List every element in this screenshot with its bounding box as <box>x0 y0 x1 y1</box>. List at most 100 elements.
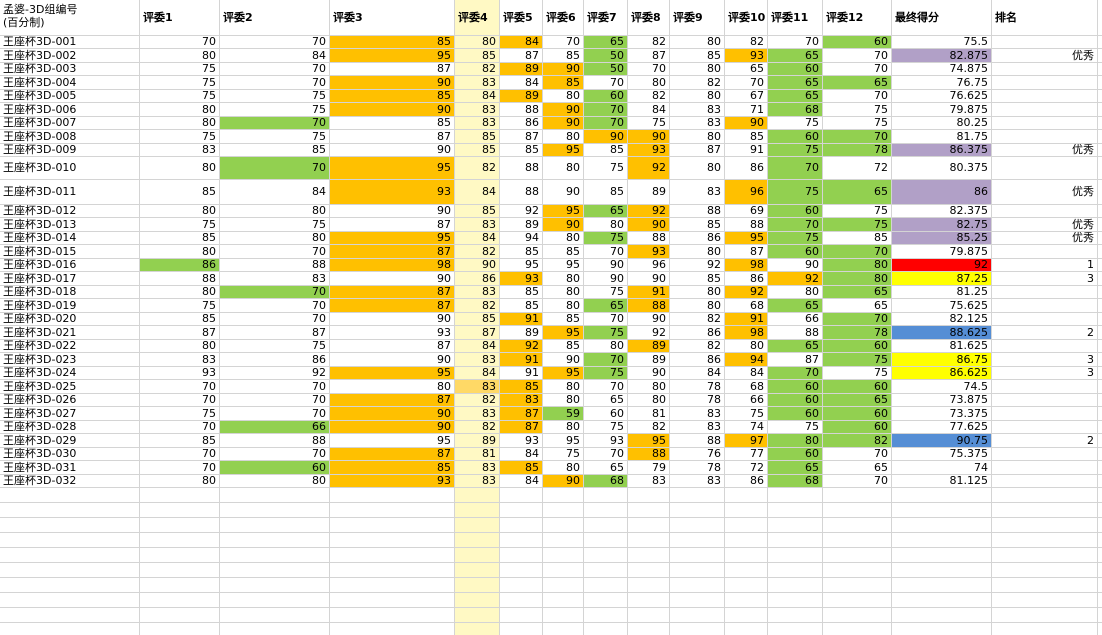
score-cell[interactable]: 70 <box>140 461 220 475</box>
empty-cell[interactable] <box>768 593 823 608</box>
score-cell[interactable]: 84 <box>220 49 330 63</box>
score-cell[interactable]: 87 <box>220 326 330 340</box>
score-cell[interactable]: 85 <box>670 272 725 286</box>
score-cell[interactable]: 86 <box>140 259 220 272</box>
empty-cell[interactable] <box>768 518 823 533</box>
empty-cell[interactable] <box>628 578 670 593</box>
score-cell[interactable]: 60 <box>823 407 892 421</box>
score-cell[interactable]: 80 <box>628 76 670 90</box>
final-score-cell[interactable]: 73.375 <box>892 407 992 421</box>
empty-cell[interactable] <box>670 533 725 548</box>
score-cell[interactable]: 85 <box>455 205 500 218</box>
score-cell[interactable]: 85 <box>543 245 584 259</box>
header-cell[interactable]: 排名 <box>992 0 1098 36</box>
score-cell[interactable]: 68 <box>768 103 823 117</box>
score-cell[interactable]: 70 <box>543 36 584 49</box>
empty-cell[interactable] <box>584 503 628 518</box>
empty-cell[interactable] <box>892 503 992 518</box>
header-cell[interactable]: 评委3 <box>330 0 455 36</box>
empty-cell[interactable] <box>628 488 670 503</box>
score-cell[interactable]: 84 <box>500 448 543 461</box>
score-cell[interactable]: 80 <box>220 475 330 488</box>
score-cell[interactable]: 85 <box>584 144 628 157</box>
score-cell[interactable]: 85 <box>584 180 628 205</box>
empty-cell[interactable] <box>823 548 892 563</box>
score-cell[interactable]: 87 <box>330 130 455 144</box>
rank-cell[interactable] <box>992 299 1098 313</box>
score-cell[interactable]: 80 <box>768 434 823 448</box>
empty-cell[interactable] <box>330 503 455 518</box>
score-cell[interactable]: 87 <box>330 245 455 259</box>
empty-cell[interactable] <box>0 503 140 518</box>
score-cell[interactable]: 65 <box>584 461 628 475</box>
empty-cell[interactable] <box>670 578 725 593</box>
score-cell[interactable]: 86 <box>670 232 725 245</box>
score-cell[interactable]: 95 <box>543 367 584 380</box>
score-cell[interactable]: 70 <box>220 448 330 461</box>
score-cell[interactable]: 82 <box>670 313 725 326</box>
score-cell[interactable]: 80 <box>543 286 584 299</box>
empty-cell[interactable] <box>455 488 500 503</box>
empty-cell[interactable] <box>543 623 584 635</box>
score-cell[interactable]: 71 <box>725 103 768 117</box>
row-id-cell[interactable]: 王座杯3D-005 <box>0 90 140 103</box>
empty-cell[interactable] <box>140 563 220 578</box>
score-cell[interactable]: 90 <box>330 407 455 421</box>
score-cell[interactable]: 70 <box>140 448 220 461</box>
empty-cell[interactable] <box>823 503 892 518</box>
empty-cell[interactable] <box>992 608 1098 623</box>
score-cell[interactable]: 70 <box>823 49 892 63</box>
score-cell[interactable]: 86 <box>725 157 768 180</box>
rank-cell[interactable]: 3 <box>992 272 1098 286</box>
empty-cell[interactable] <box>455 623 500 635</box>
score-cell[interactable]: 60 <box>768 205 823 218</box>
score-cell[interactable]: 86 <box>670 326 725 340</box>
score-cell[interactable]: 82 <box>725 36 768 49</box>
score-cell[interactable]: 70 <box>584 245 628 259</box>
score-cell[interactable]: 75 <box>220 340 330 353</box>
rank-cell[interactable] <box>992 157 1098 180</box>
empty-cell[interactable] <box>220 623 330 635</box>
rank-cell[interactable] <box>992 245 1098 259</box>
score-cell[interactable]: 70 <box>220 394 330 407</box>
empty-cell[interactable] <box>1098 63 1102 76</box>
score-cell[interactable]: 84 <box>455 232 500 245</box>
score-cell[interactable]: 95 <box>330 434 455 448</box>
score-cell[interactable]: 87 <box>330 394 455 407</box>
score-cell[interactable]: 93 <box>628 144 670 157</box>
empty-cell[interactable] <box>140 623 220 635</box>
score-cell[interactable]: 60 <box>584 407 628 421</box>
score-cell[interactable]: 80 <box>140 475 220 488</box>
score-cell[interactable]: 83 <box>670 407 725 421</box>
score-cell[interactable]: 90 <box>330 205 455 218</box>
empty-cell[interactable] <box>670 623 725 635</box>
score-cell[interactable]: 90 <box>628 367 670 380</box>
score-cell[interactable]: 60 <box>768 245 823 259</box>
score-cell[interactable]: 88 <box>670 205 725 218</box>
final-score-cell[interactable]: 87.25 <box>892 272 992 286</box>
score-cell[interactable]: 88 <box>220 434 330 448</box>
score-cell[interactable]: 87 <box>330 448 455 461</box>
empty-cell[interactable] <box>1098 461 1102 475</box>
score-cell[interactable]: 96 <box>725 180 768 205</box>
score-cell[interactable]: 83 <box>455 286 500 299</box>
score-cell[interactable]: 83 <box>455 461 500 475</box>
empty-cell[interactable] <box>1098 218 1102 232</box>
final-score-cell[interactable]: 86 <box>892 180 992 205</box>
empty-cell[interactable] <box>1098 475 1102 488</box>
score-cell[interactable]: 90 <box>543 103 584 117</box>
score-cell[interactable]: 87 <box>330 286 455 299</box>
header-cell[interactable]: 评委8 <box>628 0 670 36</box>
empty-cell[interactable] <box>768 563 823 578</box>
score-cell[interactable]: 80 <box>140 103 220 117</box>
score-cell[interactable]: 66 <box>725 394 768 407</box>
score-cell[interactable]: 70 <box>220 36 330 49</box>
empty-cell[interactable] <box>1098 76 1102 90</box>
empty-cell[interactable] <box>330 608 455 623</box>
empty-cell[interactable] <box>892 488 992 503</box>
score-cell[interactable]: 70 <box>823 245 892 259</box>
score-cell[interactable]: 80 <box>670 299 725 313</box>
score-cell[interactable]: 91 <box>500 353 543 367</box>
score-cell[interactable]: 95 <box>330 232 455 245</box>
score-cell[interactable]: 84 <box>455 367 500 380</box>
